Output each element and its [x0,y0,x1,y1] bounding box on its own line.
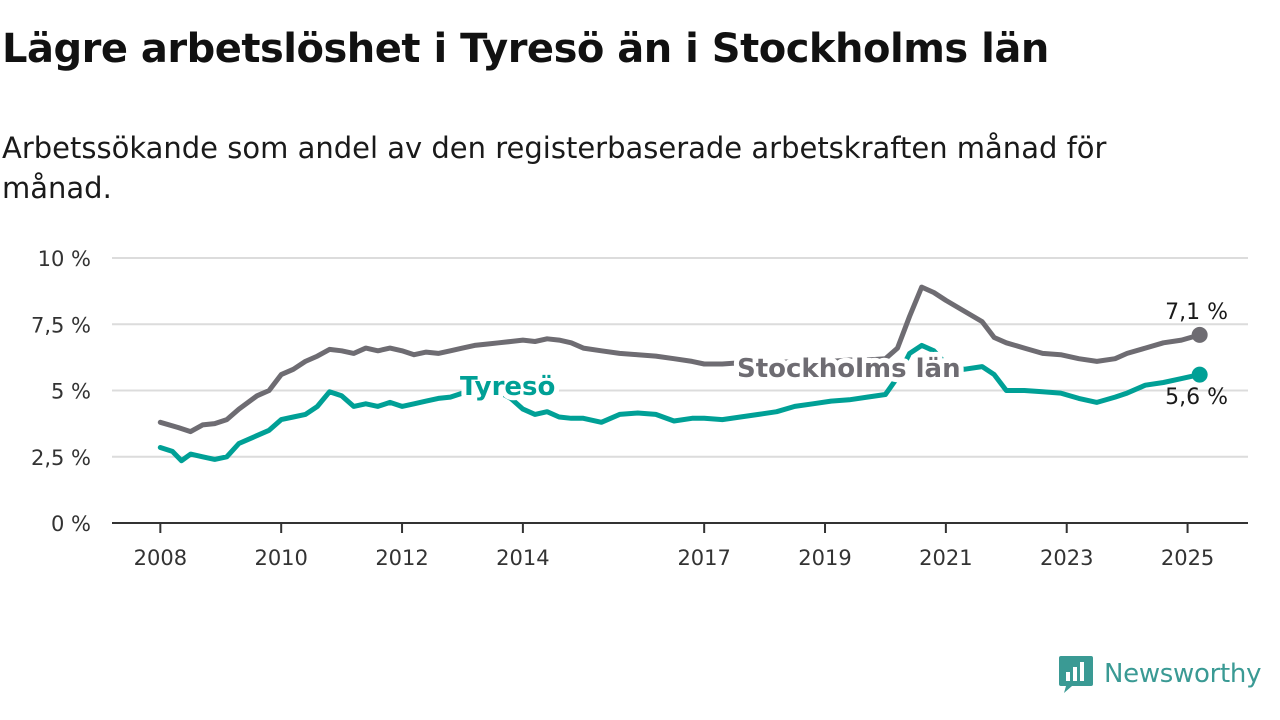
y-tick-label: 2,5 % [31,446,91,470]
x-tick-label: 2025 [1161,546,1214,570]
x-tick-label: 2017 [677,546,730,570]
x-tick-label: 2010 [254,546,307,570]
chart-title: Lägre arbetslöshet i Tyresö än i Stockho… [2,26,1049,72]
labels: Stockholms län Tyresö 7,1 % 5,6 % [455,300,1228,410]
series-label-stockholm: Stockholms län [737,354,961,384]
series-line [157,342,1203,464]
y-tick-label: 5 % [51,380,91,404]
y-tick-label: 10 % [38,247,91,271]
y-tick-label: 0 % [51,512,91,536]
end-value-stockholm: 7,1 % [1165,300,1228,325]
series-end-point [1191,366,1208,383]
series-label-tyreso: Tyresö [460,372,555,402]
x-tick-label: 2019 [798,546,851,570]
gridlines [112,257,1248,458]
x-tick-label: 2014 [496,546,549,570]
brand-name: Newsworthy [1104,659,1262,689]
x-tick-label: 2008 [134,546,187,570]
chart-subtitle: Arbetssökande som andel av den registerb… [2,131,1107,205]
x-tick-label: 2021 [919,546,972,570]
x-tick-label: 2023 [1040,546,1093,570]
newsworthy-logo-icon [1059,656,1093,693]
end-value-tyreso: 5,6 % [1165,385,1228,410]
series-lines [157,284,1208,464]
y-tick-label: 7,5 % [31,313,91,337]
series-line [157,284,1203,435]
brand-logo[interactable]: Newsworthy [1058,654,1261,694]
axes: 0 % 2,5 % 5 % 7,5 % 10 % 2008 2010 2012 2014 2017… [31,247,1248,570]
x-tick-label: 2012 [375,546,428,570]
series-end-point [1191,326,1208,343]
